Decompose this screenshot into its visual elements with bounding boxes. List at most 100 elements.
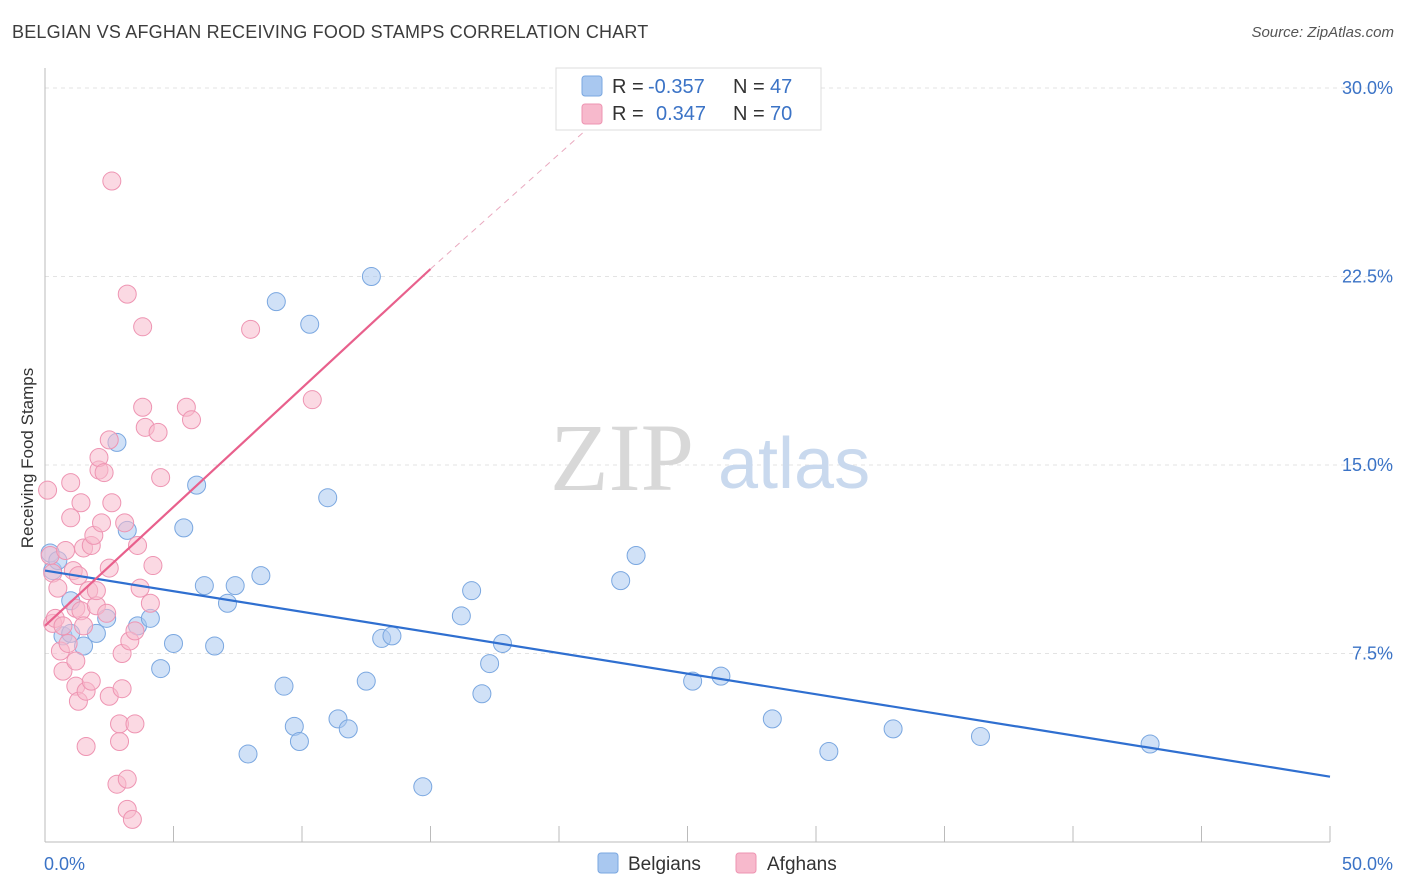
point-afghans [143,556,163,576]
point-belgians [382,626,402,646]
point-afghans [61,473,81,493]
point-afghans [76,737,96,756]
gridlines [45,87,1392,655]
point-afghans [53,616,73,636]
point-afghans [86,581,106,601]
point-afghans [53,661,73,681]
y-tick-label: 7.5% [1352,644,1393,664]
point-belgians [762,709,782,729]
point-afghans [94,463,114,483]
point-afghans [38,480,58,500]
point-belgians [883,719,903,739]
point-afghans [97,603,117,623]
y-tick-label: 30.0% [1342,78,1393,98]
legend-r-value-belgians: -0.357 [648,76,705,98]
trendline-afghans-extension [430,107,611,270]
point-afghans [56,540,76,560]
point-belgians [1140,734,1160,754]
point-belgians [356,671,376,691]
point-belgians [174,518,194,538]
point-belgians [238,744,258,764]
point-belgians [819,742,839,762]
legend-r-label: R = [612,103,644,125]
point-afghans [140,593,160,613]
point-afghans [181,410,201,430]
point-afghans [117,769,137,789]
watermark-atlas: atlas [718,424,870,504]
x-tick-label-min: 0.0% [44,854,85,874]
point-afghans [128,535,148,555]
point-afghans [71,493,91,513]
point-afghans [148,422,168,442]
point-belgians [626,546,646,565]
point-afghans [122,809,142,829]
legend-swatch-afghans [581,103,603,125]
point-belgians [318,488,338,508]
chart-title: BELGIAN VS AFGHAN RECEIVING FOOD STAMPS … [12,22,649,42]
point-belgians [338,719,358,739]
point-afghans [99,430,119,450]
point-belgians [151,659,171,679]
legend-n-value-afghans: 70 [770,103,792,125]
point-afghans [115,513,135,533]
point-belgians [194,576,214,596]
point-belgians [611,571,631,591]
point-belgians [266,292,286,312]
point-afghans [81,671,101,691]
correlation-legend: R = -0.357 N = 47 R = 0.347 N = 70 [555,67,822,131]
point-afghans [151,468,171,488]
point-belgians [711,666,731,686]
legend-label-afghans: Afghans [767,854,837,875]
point-belgians [164,633,183,653]
point-belgians [361,267,381,287]
point-afghans [66,651,86,671]
point-belgians [970,726,990,746]
watermark-zip: ZIP [550,404,694,511]
point-afghans [48,578,68,598]
point-afghans [117,284,137,304]
series-legend: Belgians Afghans [597,852,837,875]
point-belgians [289,731,309,751]
axes [44,68,1331,843]
point-afghans [125,621,145,641]
legend-r-value-afghans: 0.347 [656,103,706,125]
point-belgians [413,777,433,797]
point-afghans [102,171,122,191]
point-afghans [74,616,94,636]
y-tick-label: 22.5% [1342,267,1393,287]
point-afghans [125,714,145,734]
point-afghans [241,319,261,339]
legend-swatch-belgians-bottom [597,852,619,874]
trendline-afghans [44,268,432,627]
point-afghans [110,731,130,751]
y-axis-title: Receiving Food Stamps [18,368,37,548]
legend-swatch-afghans-bottom [735,852,757,874]
legend-r-label: R = [612,76,644,98]
legend-n-label: N = [733,103,765,125]
point-afghans [133,397,153,417]
y-tick-label: 15.0% [1342,455,1393,475]
x-tick-label-max: 50.0% [1342,854,1393,874]
point-belgians [462,581,482,601]
point-belgians [274,676,294,696]
point-afghans [302,390,322,410]
point-afghans [133,317,153,337]
legend-n-value-belgians: 47 [770,76,792,98]
point-afghans [92,513,112,533]
watermark: ZIP atlas [550,404,870,511]
x-tick-labels: 0.0% 50.0% [44,854,1393,874]
point-belgians [300,314,320,334]
legend-n-label: N = [733,76,765,98]
y-tick-labels: 7.5% 15.0% 22.5% 30.0% [1342,78,1393,663]
point-belgians [205,636,225,656]
point-afghans [102,493,122,513]
point-belgians [225,576,245,596]
point-belgians [480,654,500,674]
trendlines [44,107,1331,778]
legend-label-belgians: Belgians [628,854,701,875]
point-belgians [251,566,271,586]
point-belgians [451,606,471,626]
source-credit: Source: ZipAtlas.com [1251,24,1394,41]
point-afghans [58,633,78,653]
